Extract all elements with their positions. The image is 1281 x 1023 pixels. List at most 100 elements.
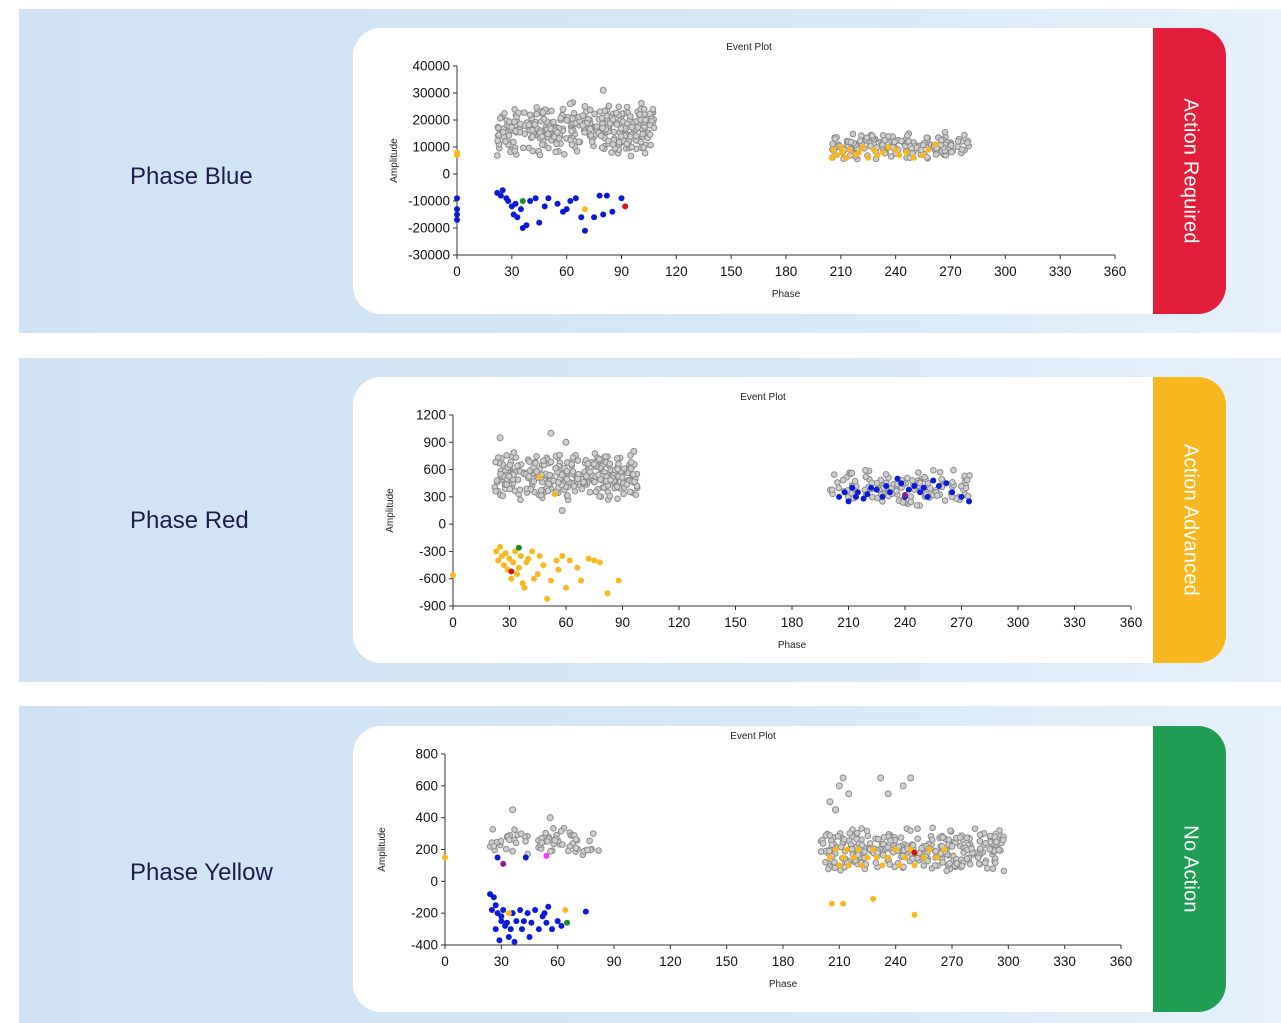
data-point [834,152,841,159]
data-point [596,559,603,566]
data-point [492,926,499,933]
data-point [883,482,890,489]
data-point [510,559,517,566]
data-point [845,498,852,505]
data-point [552,148,559,156]
data-point [586,488,594,496]
data-point [916,479,924,487]
data-point [640,106,648,113]
data-point [913,501,921,509]
data-point [920,854,927,861]
data-point [995,846,1003,854]
data-point [450,572,456,579]
data-point [515,544,522,551]
data-point [854,489,861,496]
data-point [928,836,936,844]
x-tick-label: 120 [665,264,688,279]
data-point [849,484,856,491]
data-point [526,111,534,119]
data-point [919,141,927,149]
data-point [853,493,860,500]
data-point [920,862,928,869]
data-point [921,473,928,481]
data-point [943,480,950,487]
data-point [519,580,526,587]
data-point [650,124,658,132]
data-point [574,564,581,571]
data-point [505,934,512,941]
data-point [559,105,567,113]
data-point [954,138,962,145]
data-point [581,227,588,234]
data-point [874,152,881,159]
data-point [894,475,901,482]
data-point [885,854,892,861]
data-point [1000,867,1008,875]
data-point [557,114,565,122]
data-point [868,132,876,139]
data-point [641,149,649,157]
data-point [868,484,875,491]
data-point [512,548,519,555]
data-point [517,830,525,838]
data-point [563,584,569,591]
x-tick-label: 270 [941,954,964,969]
data-point [948,148,955,156]
data-point [817,848,825,855]
y-tick-label: -300 [419,544,446,559]
data-point [536,473,543,480]
data-point [933,854,940,861]
data-point [819,840,827,847]
data-point [858,841,866,849]
x-tick-label: 60 [559,264,574,279]
x-tick-label: 240 [894,615,917,630]
data-point [492,902,499,909]
data-point [636,111,644,118]
data-point [606,492,614,500]
data-point [508,575,515,582]
data-point [834,479,841,486]
data-point [882,471,890,478]
data-point [905,137,913,145]
data-point [562,438,570,446]
data-point [910,154,917,161]
data-point [505,132,513,139]
data-point [892,146,899,153]
data-point [983,864,991,872]
data-point [848,469,856,477]
data-point [607,476,614,484]
data-point [551,837,559,844]
y-tick-label: 800 [415,747,438,762]
data-point [599,86,607,94]
data-point [903,132,911,139]
data-point [939,834,947,841]
data-point [600,211,607,218]
data-point [558,922,565,929]
data-point [500,906,507,913]
data-point [514,214,521,221]
data-point [454,206,460,213]
data-point [566,557,573,564]
data-point [528,919,535,926]
x-tick-label: 150 [715,954,738,969]
data-point [627,465,635,472]
data-point [836,862,843,869]
data-point [640,144,647,151]
data-point [524,910,531,917]
data-point [642,116,649,124]
data-point [495,557,502,564]
data-point [563,206,570,213]
data-point [572,836,580,843]
data-point [599,124,606,132]
data-point [562,906,569,913]
data-point [858,862,865,869]
data-point [488,906,495,913]
x-axis-label: Phase [769,979,798,990]
data-point [573,148,581,155]
data-point [836,493,843,500]
data-point [592,488,600,496]
data-point [851,854,858,861]
data-point [618,474,626,481]
data-point [632,491,640,499]
data-point [974,854,982,861]
